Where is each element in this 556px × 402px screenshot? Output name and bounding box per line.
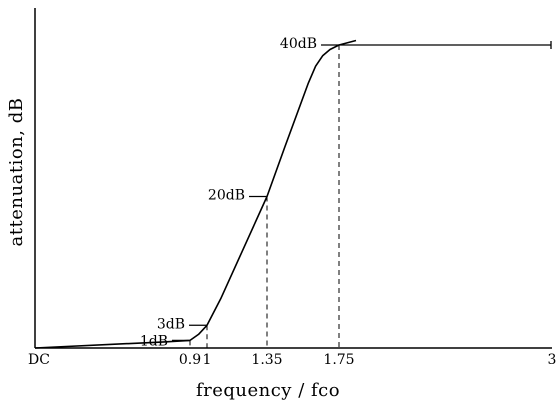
y-axis-title: attenuation, dB — [6, 98, 27, 247]
x-tick-label-3: 1.35 — [251, 352, 282, 368]
x-tick-label-2: 1 — [203, 352, 212, 368]
axes — [34, 8, 552, 349]
x-axis-title: frequency / fco — [196, 380, 340, 401]
x-tick-label-1: 0.9 — [179, 352, 201, 368]
annotation-label-0: 1dB — [140, 333, 168, 349]
guide-lines — [189, 45, 340, 348]
attenuation-curve — [34, 39, 357, 349]
annotation-label-3: 40dB — [280, 36, 317, 52]
x-tick-label-4: 1.75 — [323, 352, 354, 368]
x-tick-labels: DC 0.9 1 1.35 1.75 3 — [28, 352, 556, 368]
annotation-label-1: 3dB — [157, 316, 185, 332]
series-layer — [34, 39, 552, 349]
annotation-label-2: 20dB — [208, 188, 245, 204]
x-tick-label-5: 3 — [548, 352, 556, 368]
x-tick-label-0: DC — [28, 352, 50, 368]
